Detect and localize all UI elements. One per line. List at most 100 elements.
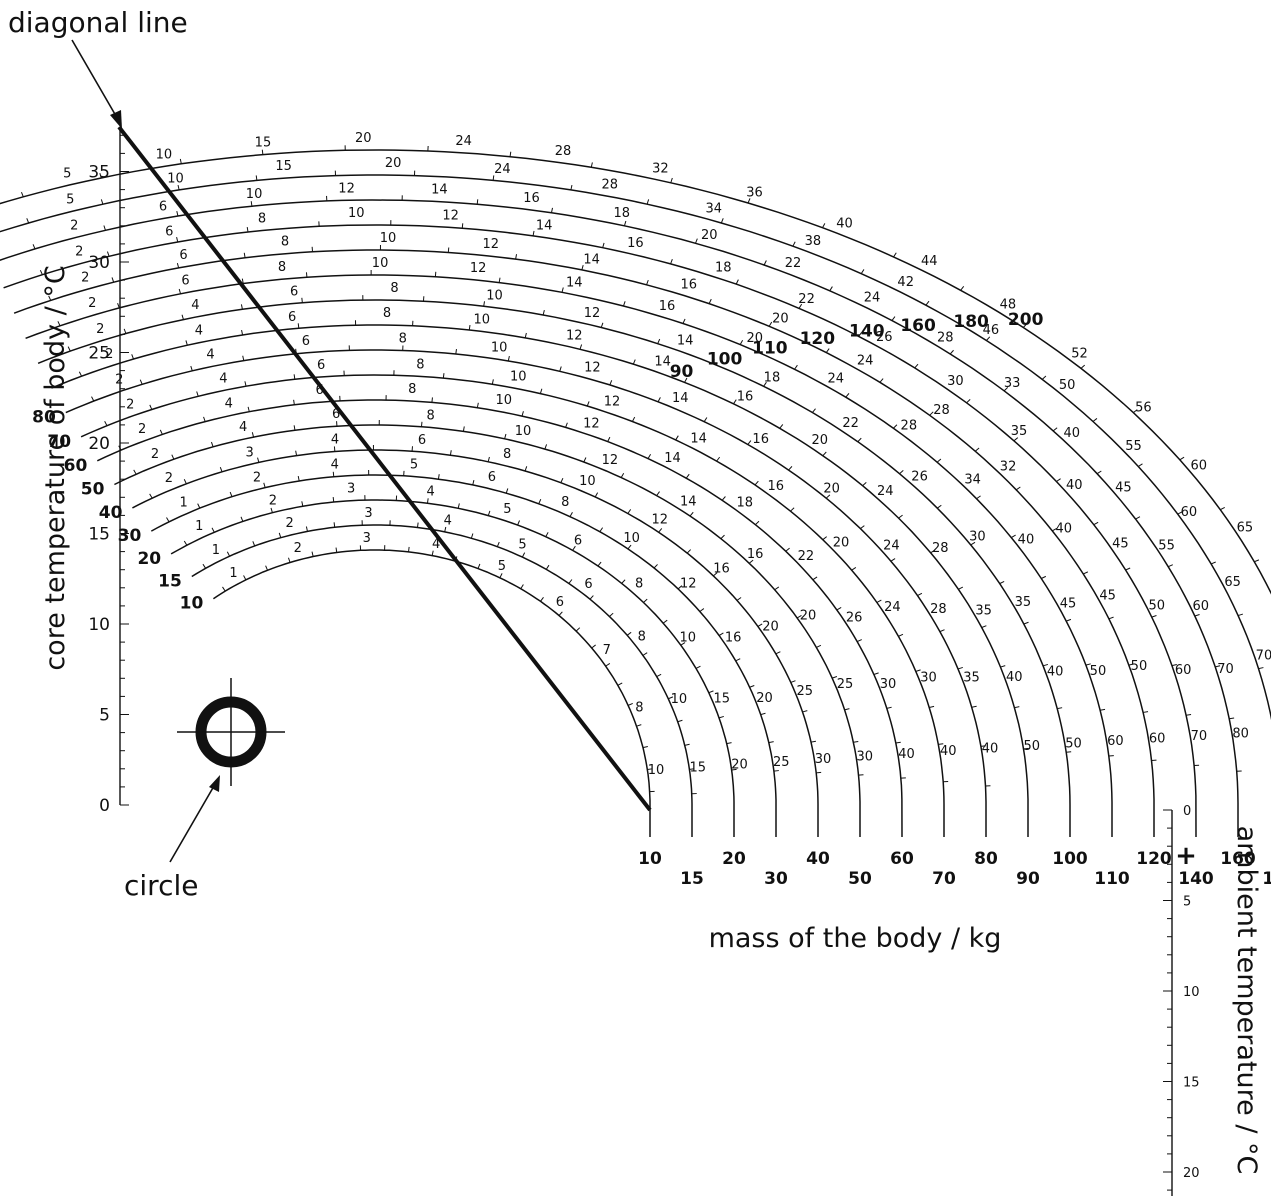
curve-tick	[462, 426, 465, 432]
hour-label: 16	[523, 191, 540, 206]
hour-label: 34	[705, 202, 722, 217]
hour-label: 12	[604, 395, 621, 410]
curve-tick	[851, 567, 857, 571]
curve-tick	[670, 177, 673, 183]
hour-label: 5	[410, 458, 418, 473]
hour-label: 10	[380, 231, 397, 246]
hour-label: 10	[167, 171, 184, 186]
curve-tick	[720, 218, 724, 224]
hour-label: 48	[1000, 298, 1017, 313]
hour-label: 6	[181, 274, 189, 289]
hour-label: 40	[982, 742, 999, 757]
curve-tick	[929, 705, 935, 709]
curve-tick	[736, 597, 742, 601]
curve-tick	[646, 279, 649, 285]
curve-tick	[476, 402, 479, 408]
hour-label: 12	[602, 453, 619, 468]
curve-tick	[332, 496, 335, 503]
curve-tick	[876, 599, 882, 603]
curve-tick	[166, 517, 170, 523]
curve-tick	[680, 642, 686, 646]
curve-tick	[222, 586, 226, 592]
hour-label: 14	[690, 431, 707, 446]
curve-tick	[731, 768, 737, 771]
hour-label: 45	[1099, 588, 1116, 603]
hour-label: 2	[88, 296, 96, 311]
hour-label: 28	[933, 403, 950, 418]
curve-tick	[491, 379, 494, 385]
hour-label: 22	[842, 416, 859, 431]
hour-label: 10	[246, 187, 263, 202]
curve-tick	[726, 742, 732, 745]
hour-label: 2	[70, 219, 78, 234]
curve-tick	[226, 551, 231, 557]
hour-label: 24	[828, 371, 845, 386]
curve-tick	[538, 498, 542, 504]
curve-tick	[539, 388, 543, 394]
curve-tick	[57, 321, 61, 327]
curve-tick	[449, 450, 452, 456]
curve-tick	[810, 740, 817, 743]
hour-label: 40	[898, 747, 915, 762]
curve-tick	[461, 223, 464, 229]
curve-tick	[891, 316, 896, 321]
ambient-temperature-tick-label: 5	[1183, 895, 1191, 910]
hour-label: 14	[583, 253, 600, 268]
hour-label: 6	[556, 595, 564, 610]
curve-tick	[890, 558, 896, 562]
hour-label: 14	[677, 334, 694, 349]
hour-label: 40	[1063, 426, 1080, 441]
curve-tick	[802, 710, 808, 713]
curve-tick	[265, 565, 269, 571]
curve-tick	[893, 252, 897, 258]
curve-tick	[293, 425, 296, 431]
curve-tick	[856, 639, 862, 643]
hour-label: 14	[566, 276, 583, 291]
curve-tick	[521, 552, 526, 558]
hour-label: 22	[798, 292, 815, 307]
hour-label: 4	[432, 537, 440, 552]
hour-label: 2	[81, 271, 89, 286]
curve-tick	[763, 260, 767, 266]
curve-tick	[798, 303, 803, 309]
mass-label-arc: 120	[800, 329, 836, 349]
hour-label: 6	[418, 433, 426, 448]
curve-tick	[250, 201, 253, 207]
hour-label: 28	[937, 331, 954, 346]
circle-annotation-arrow	[169, 785, 215, 863]
mass-label-left: 15	[158, 571, 182, 591]
hour-label: 50	[1131, 659, 1148, 674]
mass-label-bottom: 30	[764, 869, 788, 889]
curve-tick	[627, 702, 633, 706]
curve-tick	[1171, 663, 1177, 667]
hour-label: 16	[627, 236, 644, 251]
curve-tick	[524, 332, 527, 338]
diagonal-line-arrowhead	[110, 110, 122, 129]
hour-label: 6	[317, 358, 325, 373]
curve-tick	[602, 242, 605, 248]
curve-tick	[609, 612, 614, 617]
hour-label: 20	[731, 758, 748, 773]
curve-tick	[117, 303, 120, 309]
hour-label: 60	[1192, 599, 1209, 614]
hour-label: 6	[316, 383, 324, 398]
hour-label: 16	[725, 631, 742, 646]
curve-tick	[311, 551, 314, 557]
hour-label: 8	[416, 357, 424, 372]
hour-label: 8	[635, 577, 643, 592]
curve-tick	[957, 666, 963, 670]
curve-tick	[507, 355, 510, 362]
curve-tick	[685, 473, 690, 479]
curve-tick	[455, 348, 457, 355]
hour-label: 6	[584, 577, 592, 592]
hour-label: 12	[680, 577, 697, 592]
hour-label: 8	[426, 408, 434, 423]
hour-label: 8	[561, 495, 569, 510]
curve-tick	[176, 211, 179, 217]
hour-label: 46	[983, 323, 1000, 338]
mass-label-bottom: 80	[974, 849, 998, 869]
curve-tick	[925, 300, 930, 306]
curve-tick	[670, 259, 673, 265]
hour-label: 1	[179, 495, 187, 510]
